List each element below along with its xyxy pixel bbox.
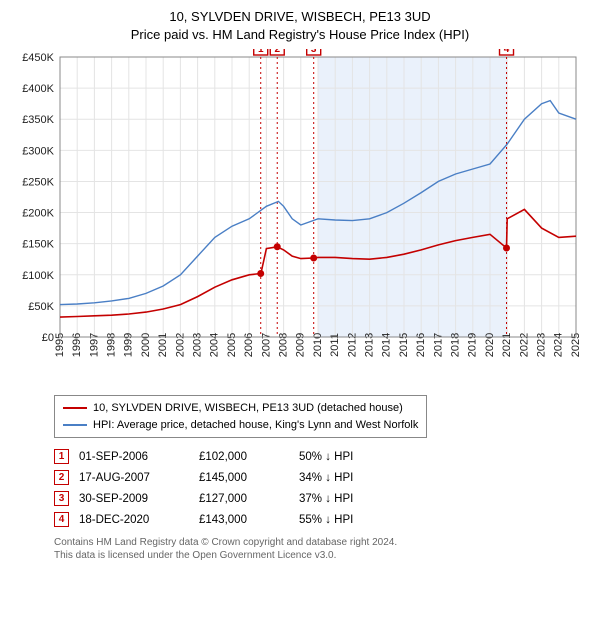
svg-text:2005: 2005 [226, 333, 238, 357]
svg-text:£150K: £150K [22, 239, 54, 251]
legend-item: 10, SYLVDEN DRIVE, WISBECH, PE13 3UD (de… [63, 400, 418, 417]
table-row: 4 18-DEC-2020£143,00055% ↓ HPI [54, 509, 363, 530]
svg-text:£100K: £100K [22, 270, 54, 282]
svg-text:2: 2 [274, 49, 280, 55]
svg-text:2014: 2014 [381, 333, 393, 357]
legend-label: HPI: Average price, detached house, King… [93, 417, 418, 434]
svg-text:2003: 2003 [192, 333, 204, 357]
svg-text:2009: 2009 [295, 333, 307, 357]
legend-item: HPI: Average price, detached house, King… [63, 417, 418, 434]
sale-price: £102,000 [199, 446, 299, 467]
sale-date: 01-SEP-2006 [79, 446, 199, 467]
svg-text:2008: 2008 [278, 333, 290, 357]
footer-attribution: Contains HM Land Registry data © Crown c… [54, 536, 590, 562]
svg-text:£400K: £400K [22, 83, 54, 95]
svg-text:£50K: £50K [28, 301, 54, 313]
svg-text:£300K: £300K [22, 145, 54, 157]
svg-text:1: 1 [258, 49, 264, 55]
sale-date: 30-SEP-2009 [79, 488, 199, 509]
legend-label: 10, SYLVDEN DRIVE, WISBECH, PE13 3UD (de… [93, 400, 403, 417]
svg-text:£450K: £450K [22, 52, 54, 64]
sale-pct-vs-hpi: 50% ↓ HPI [299, 446, 363, 467]
svg-text:2019: 2019 [467, 333, 479, 357]
sale-pct-vs-hpi: 34% ↓ HPI [299, 467, 363, 488]
svg-text:2024: 2024 [553, 333, 565, 357]
svg-text:2016: 2016 [415, 333, 427, 357]
sale-marker-badge: 1 [54, 449, 69, 464]
sale-marker-badge: 2 [54, 470, 69, 485]
sale-marker-badge: 4 [54, 512, 69, 527]
footer-line1: Contains HM Land Registry data © Crown c… [54, 536, 590, 549]
footer-line2: This data is licensed under the Open Gov… [54, 549, 590, 562]
sale-price: £143,000 [199, 509, 299, 530]
legend-swatch [63, 424, 87, 426]
title-address: 10, SYLVDEN DRIVE, WISBECH, PE13 3UD [10, 8, 590, 26]
sale-date: 17-AUG-2007 [79, 467, 199, 488]
svg-text:2012: 2012 [346, 333, 358, 357]
svg-text:£250K: £250K [22, 177, 54, 189]
svg-text:2002: 2002 [174, 333, 186, 357]
svg-text:2001: 2001 [157, 333, 169, 357]
svg-text:2010: 2010 [312, 333, 324, 357]
svg-text:1999: 1999 [123, 333, 135, 357]
svg-text:2006: 2006 [243, 333, 255, 357]
svg-text:2015: 2015 [398, 333, 410, 357]
svg-text:2023: 2023 [536, 333, 548, 357]
table-row: 2 17-AUG-2007£145,00034% ↓ HPI [54, 467, 363, 488]
svg-text:2013: 2013 [364, 333, 376, 357]
svg-text:2004: 2004 [209, 333, 221, 357]
legend: 10, SYLVDEN DRIVE, WISBECH, PE13 3UD (de… [54, 395, 427, 438]
chart-titles: 10, SYLVDEN DRIVE, WISBECH, PE13 3UD Pri… [10, 8, 590, 43]
svg-text:4: 4 [504, 49, 510, 55]
svg-text:£350K: £350K [22, 114, 54, 126]
legend-swatch [63, 407, 87, 409]
svg-text:2007: 2007 [260, 333, 272, 357]
sale-price: £127,000 [199, 488, 299, 509]
svg-text:2000: 2000 [140, 333, 152, 357]
table-row: 3 30-SEP-2009£127,00037% ↓ HPI [54, 488, 363, 509]
svg-text:2021: 2021 [501, 333, 513, 357]
chart-svg: £0 £50K £100K £150K £200K £250K £300K £350K £400… [10, 49, 590, 389]
svg-text:1997: 1997 [88, 333, 100, 357]
sale-pct-vs-hpi: 37% ↓ HPI [299, 488, 363, 509]
svg-text:£0: £0 [42, 332, 54, 344]
svg-text:3: 3 [311, 49, 317, 55]
svg-text:1996: 1996 [71, 333, 83, 357]
sales-table: 1 01-SEP-2006£102,00050% ↓ HPI 2 17-AUG-200… [54, 446, 363, 530]
svg-text:2022: 2022 [518, 333, 530, 357]
sale-date: 18-DEC-2020 [79, 509, 199, 530]
chart-area: £0 £50K £100K £150K £200K £250K £300K £350K £400… [10, 49, 590, 389]
svg-text:£200K: £200K [22, 208, 54, 220]
svg-text:2018: 2018 [450, 333, 462, 357]
svg-text:1998: 1998 [106, 333, 118, 357]
svg-text:2020: 2020 [484, 333, 496, 357]
svg-text:2017: 2017 [432, 333, 444, 357]
title-subtitle: Price paid vs. HM Land Registry's House … [10, 26, 590, 44]
sale-pct-vs-hpi: 55% ↓ HPI [299, 509, 363, 530]
sale-marker-badge: 3 [54, 491, 69, 506]
sale-price: £145,000 [199, 467, 299, 488]
table-row: 1 01-SEP-2006£102,00050% ↓ HPI [54, 446, 363, 467]
